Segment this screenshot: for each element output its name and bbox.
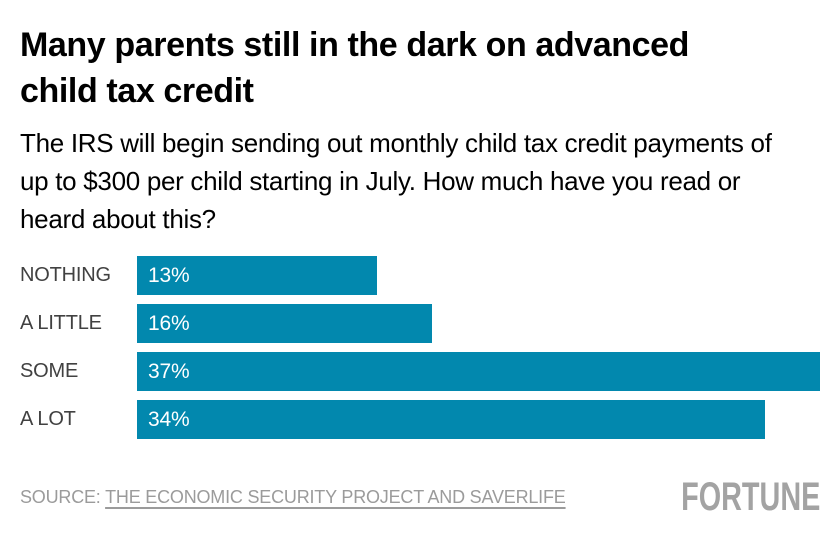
bar-row: SOME 37% [20, 352, 820, 391]
chart-title: Many parents still in the dark on advanc… [20, 26, 690, 110]
footer: SOURCE: THE ECONOMIC SECURITY PROJECT AN… [20, 475, 820, 519]
bar-track: 16% [137, 304, 820, 343]
source-prefix: SOURCE: [20, 486, 106, 507]
bar-value-label: 34% [148, 407, 190, 431]
chart-subtitle: The IRS will begin sending out monthly c… [20, 128, 772, 234]
bar-row: NOTHING 13% [20, 256, 820, 295]
source-line: SOURCE: THE ECONOMIC SECURITY PROJECT AN… [20, 487, 566, 508]
bar: 13% [137, 256, 377, 295]
bar-track: 34% [137, 400, 820, 439]
category-label: A LITTLE [20, 312, 102, 334]
bar-row: A LOT 34% [20, 400, 820, 439]
bar-value-label: 13% [148, 263, 190, 287]
bar-track: 37% [137, 352, 820, 391]
category-label: SOME [20, 360, 79, 382]
category-label: NOTHING [20, 264, 111, 286]
bar: 34% [137, 400, 765, 439]
bar: 16% [137, 304, 433, 343]
bar-row: A LITTLE 16% [20, 304, 820, 343]
bar-track: 13% [137, 256, 820, 295]
bar: 37% [137, 352, 820, 391]
category-label: A LOT [20, 408, 76, 430]
bar-chart: NOTHING 13% A LITTLE 16% SOME 37% A LOT 34% [20, 256, 820, 448]
bar-value-label: 37% [148, 359, 190, 383]
fortune-logo: FORTUNE [680, 475, 820, 519]
source-link[interactable]: THE ECONOMIC SECURITY PROJECT AND SAVERL… [105, 486, 566, 507]
bar-value-label: 16% [148, 311, 190, 335]
